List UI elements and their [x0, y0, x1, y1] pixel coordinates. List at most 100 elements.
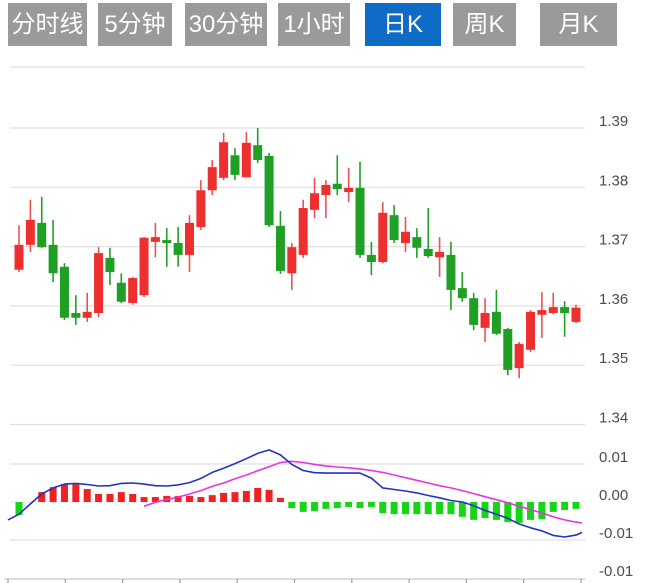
dif-line — [7, 449, 583, 538]
candle-body — [116, 282, 126, 302]
macd-bar — [401, 502, 409, 515]
macd-bar — [390, 502, 398, 515]
macd-bar — [254, 487, 262, 502]
candle-body — [560, 307, 570, 314]
candle-body — [355, 187, 365, 255]
macd-bar — [356, 502, 364, 509]
macd-bar — [470, 502, 478, 520]
price-axis-label: 1.36 — [599, 291, 628, 308]
candle-body — [37, 222, 47, 248]
candle-body — [71, 313, 81, 318]
macd-axis-label: 0.01 — [599, 449, 628, 466]
macd-bar — [72, 483, 80, 502]
candle-body — [491, 311, 501, 334]
macd-bar — [186, 495, 194, 502]
macd-bar — [117, 492, 125, 502]
candle-body — [219, 142, 229, 178]
price-axis-label: 1.39 — [599, 113, 628, 130]
macd-bar — [345, 502, 353, 507]
macd-bar — [311, 502, 319, 512]
candle-body — [139, 237, 149, 296]
candle-body — [128, 278, 138, 303]
dea-line — [143, 460, 583, 524]
candle-body — [150, 237, 160, 242]
candle-body — [185, 222, 195, 255]
candle-body — [48, 244, 58, 274]
macd-bar — [15, 502, 23, 515]
candle-body — [457, 288, 467, 299]
candle-body — [548, 307, 558, 314]
price-axis-label: 1.38 — [599, 172, 628, 189]
macd-bar — [129, 494, 137, 502]
macd-bar — [572, 502, 580, 509]
macd-bar — [458, 502, 466, 517]
tab-weekly-k[interactable]: 周K — [453, 3, 516, 46]
tab-1hour[interactable]: 1小时 — [278, 3, 350, 46]
candle-body — [366, 254, 376, 263]
macd-bar — [504, 502, 512, 523]
candle-body — [446, 254, 456, 290]
macd-bar — [424, 502, 432, 515]
candle-body — [378, 212, 388, 263]
macd-bar — [333, 502, 341, 509]
tab-daily-k[interactable]: 日K — [365, 3, 441, 46]
candle-body — [298, 208, 308, 255]
candle-body — [241, 142, 251, 178]
tab-minute-line[interactable]: 分时线 — [8, 3, 87, 46]
price-axis-label: 1.35 — [599, 350, 628, 367]
tab-5min[interactable]: 5分钟 — [98, 3, 172, 46]
candle-body — [253, 145, 263, 161]
macd-bar — [538, 502, 546, 520]
candle-body — [196, 190, 206, 228]
macd-bar — [60, 484, 68, 502]
macd-bar — [265, 489, 273, 502]
candle-body — [469, 298, 479, 325]
candle-body — [400, 231, 410, 244]
macd-bar — [208, 495, 216, 502]
macd-bar — [436, 502, 444, 515]
candle-body — [105, 257, 115, 273]
macd-bar — [515, 502, 523, 523]
tab-30min[interactable]: 30分钟 — [185, 3, 267, 46]
macd-bar — [231, 492, 239, 502]
candle-body — [25, 219, 35, 245]
candle-body — [571, 307, 581, 322]
macd-bar — [95, 494, 103, 502]
candle-body — [514, 343, 524, 369]
candle-body — [503, 329, 513, 370]
macd-bar — [106, 494, 114, 502]
macd-bar — [38, 492, 46, 502]
candle-body — [59, 266, 69, 318]
macd-bar — [549, 502, 557, 512]
macd-axis-label: -0.01 — [599, 563, 633, 580]
macd-bar — [413, 502, 421, 515]
candle-body — [412, 237, 422, 248]
macd-bar — [527, 502, 535, 520]
timeframe-tabbar: 分时线 5分钟 30分钟 1小时 日K 周K 月K — [0, 0, 646, 50]
macd-bar — [220, 492, 228, 502]
candle-body — [310, 193, 320, 210]
candle-body — [423, 248, 433, 257]
candle-body — [526, 311, 536, 350]
macd-bar — [299, 502, 307, 512]
tab-monthly-k[interactable]: 月K — [540, 3, 617, 46]
candle-body — [480, 313, 490, 328]
macd-bar — [49, 487, 57, 502]
price-axis-label: 1.34 — [599, 409, 628, 426]
candle-body — [332, 183, 342, 190]
candle-body — [435, 251, 445, 258]
price-axis-label: 1.37 — [599, 232, 628, 249]
candle-body — [94, 253, 104, 314]
candle-body — [173, 243, 183, 255]
macd-bar — [151, 497, 159, 502]
macd-bar — [288, 502, 296, 509]
candle-body — [344, 187, 354, 193]
macd-bar — [174, 495, 182, 502]
macd-bar — [140, 497, 148, 502]
macd-axis-label: -0.01 — [599, 525, 633, 542]
macd-bar — [242, 490, 250, 502]
candle-body — [275, 225, 285, 271]
candle-body — [230, 155, 240, 175]
candle-body — [207, 167, 217, 191]
